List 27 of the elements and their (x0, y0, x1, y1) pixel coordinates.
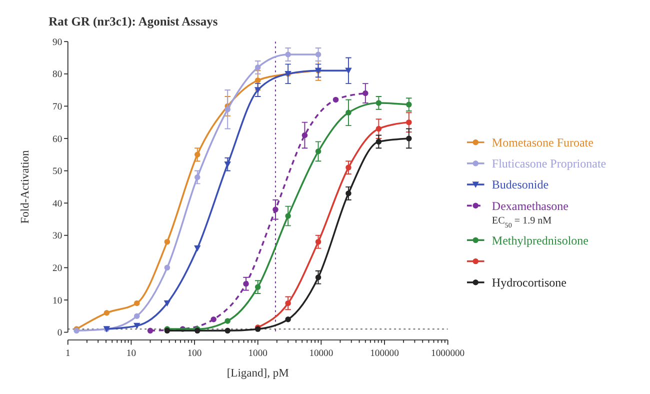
y-tick-label: 90 (52, 36, 62, 48)
x-tick-label: 10 (126, 348, 136, 360)
legend-label: Fluticasone Proprionate (492, 156, 606, 171)
y-tick-label: 80 (52, 69, 62, 80)
legend-label: Budesonide (492, 178, 549, 192)
y-tick-label: 70 (52, 102, 62, 113)
legend-label: Mometasone Furoate (492, 136, 594, 150)
y-tick-label: 50 (52, 166, 62, 178)
x-tick-label: 100000 (370, 348, 400, 360)
y-tick-label: 0 (57, 328, 62, 339)
y-tick-label: 30 (52, 230, 62, 242)
legend-label: Methylprednisolone (492, 233, 588, 248)
legend-label: Dexamethasone (492, 198, 568, 213)
text: EC$_{50}$ = 1.9 nM (492, 216, 552, 230)
y-axis-title: Fold-Activation (20, 150, 32, 224)
chart-title: Rat GR (nr3c1): Agonist Assays (48, 14, 218, 28)
x-tick-label: 100 (187, 348, 202, 360)
x-tick-label: 1000 (248, 348, 268, 360)
legend-label: Hydrocortisone (492, 276, 566, 290)
x-tick-label: 1 (65, 348, 70, 360)
x-tick-label: 10000 (309, 348, 334, 360)
y-tick-label: 20 (52, 263, 62, 274)
x-tick-label: 1000000 (431, 348, 465, 360)
x-axis-title: [Ligand], pM (226, 367, 289, 380)
y-tick-label: 40 (52, 198, 62, 210)
y-tick-label: 10 (52, 295, 62, 306)
y-tick-label: 60 (52, 134, 62, 145)
